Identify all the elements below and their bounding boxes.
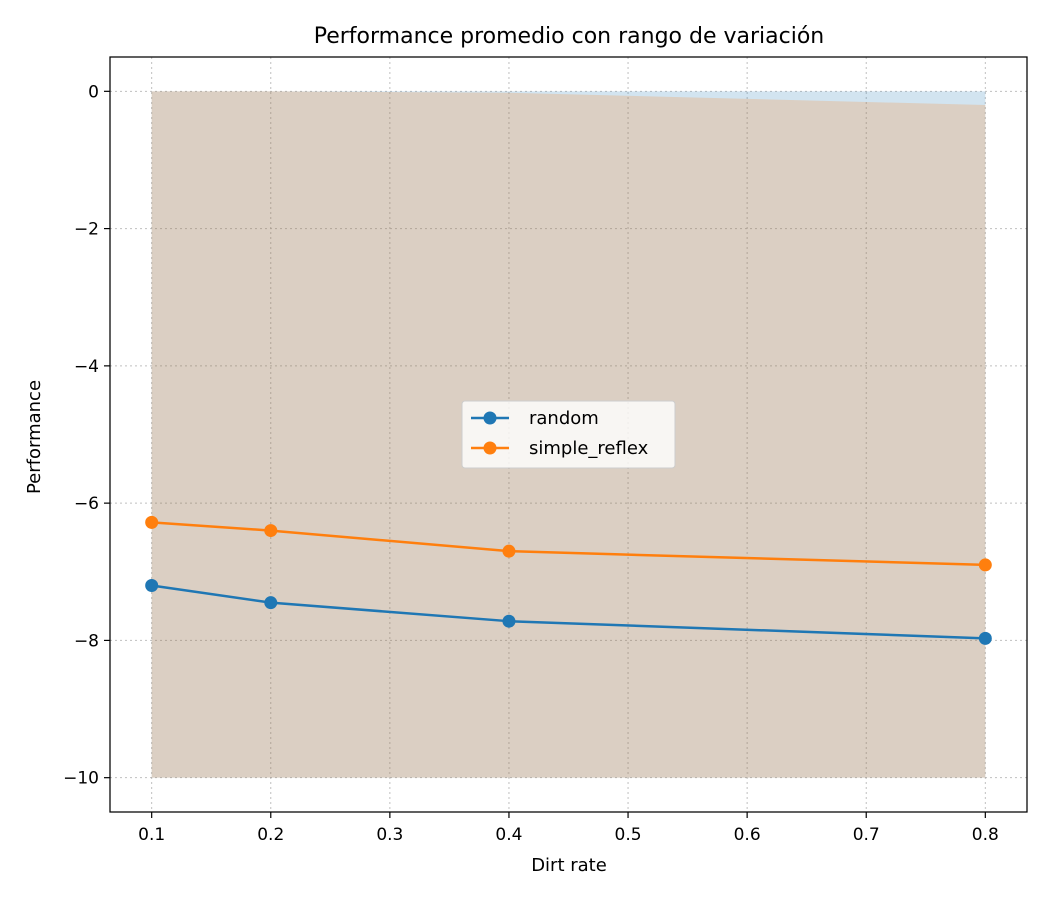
data-point-simple-reflex — [264, 524, 278, 538]
x-axis-label: Dirt rate — [531, 855, 607, 876]
x-tick-label: 0.6 — [734, 825, 761, 845]
x-tick-label: 0.3 — [376, 825, 403, 845]
data-point-simple-reflex — [978, 558, 992, 572]
legend-marker-random — [483, 411, 497, 425]
y-tick-label: 0 — [88, 82, 99, 102]
plot-area-frame — [109, 56, 1028, 813]
series-line-random — [151, 584, 986, 640]
grid-layer — [110, 57, 1027, 812]
legend: random simple_reflex — [461, 400, 676, 469]
legend-marker-simple-reflex — [483, 441, 497, 455]
legend-box — [461, 400, 676, 469]
x-tick-label: 0.2 — [257, 825, 284, 845]
data-point-simple-reflex — [502, 544, 516, 558]
y-axis-label: Performance — [24, 380, 45, 494]
legend-label-random: random — [529, 408, 599, 429]
data-point-simple-reflex — [145, 515, 159, 529]
data-point-random — [978, 631, 992, 645]
y-tick-label: −10 — [63, 769, 99, 789]
data-point-random — [502, 614, 516, 628]
x-tick-label: 0.8 — [972, 825, 999, 845]
x-tick-label: 0.7 — [853, 825, 880, 845]
y-tick-label: −8 — [74, 631, 99, 651]
x-tick-label: 0.4 — [495, 825, 522, 845]
y-tick-label: −2 — [74, 220, 99, 240]
legend-label-simple-reflex: simple_reflex — [529, 438, 649, 459]
chart-title: Performance promedio con rango de variac… — [314, 24, 825, 49]
data-point-random — [264, 596, 278, 610]
series-lines — [145, 515, 992, 645]
series-line-simple-reflex — [151, 521, 986, 567]
data-point-random — [145, 579, 159, 592]
y-tick-label: −6 — [74, 494, 99, 514]
y-tick-label: −4 — [74, 357, 99, 377]
axis-ticks: 0.1 0.2 0.3 0.4 0.5 0.6 0.7 0.8 0 −2 −4 −6 −8 −10 — [63, 82, 999, 845]
x-tick-label: 0.5 — [615, 825, 642, 845]
x-tick-label: 0.1 — [138, 825, 165, 845]
